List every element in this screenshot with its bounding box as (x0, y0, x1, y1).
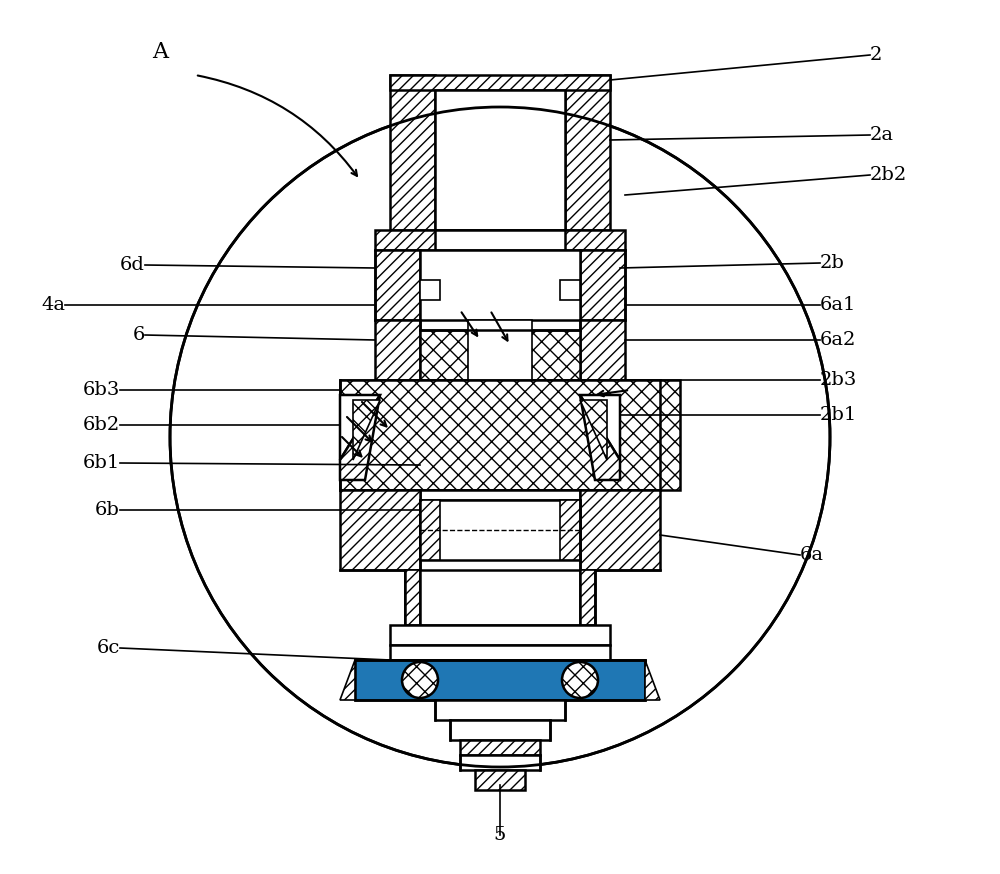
Polygon shape (645, 660, 660, 700)
Circle shape (562, 662, 598, 698)
Text: 6d: 6d (120, 256, 145, 274)
Bar (340, 380, 420, 490)
Bar (435, 90, 565, 230)
Polygon shape (580, 395, 620, 480)
Text: 6a: 6a (800, 546, 824, 564)
Bar (390, 645, 610, 660)
Bar (468, 320, 532, 400)
Bar (375, 230, 625, 250)
Bar (580, 570, 595, 625)
Bar (580, 380, 660, 490)
Bar (460, 740, 540, 755)
Bar (420, 250, 580, 320)
Bar (375, 320, 420, 400)
Bar (580, 250, 625, 320)
Bar (420, 500, 440, 560)
Text: 2b2: 2b2 (870, 166, 907, 184)
Bar (450, 720, 550, 740)
Bar (420, 490, 580, 500)
Text: 6b: 6b (95, 501, 120, 519)
Bar (355, 660, 645, 700)
Bar (460, 755, 540, 770)
Bar (340, 490, 420, 570)
Text: 6: 6 (133, 326, 145, 344)
Bar (405, 570, 595, 625)
Bar (435, 230, 565, 250)
Text: 2: 2 (870, 46, 882, 64)
Text: 6b1: 6b1 (83, 454, 120, 472)
Bar (580, 490, 660, 570)
Bar (475, 770, 525, 790)
Bar (420, 280, 440, 300)
Polygon shape (340, 395, 380, 480)
Bar (560, 500, 580, 560)
Text: 4a: 4a (41, 296, 65, 314)
Polygon shape (580, 395, 620, 460)
Bar (435, 700, 565, 720)
Text: 6a2: 6a2 (820, 331, 856, 349)
Text: 6c: 6c (97, 639, 120, 657)
Bar (390, 75, 610, 90)
Text: 5: 5 (494, 826, 506, 844)
Bar (420, 330, 580, 380)
Text: 2b: 2b (820, 254, 845, 272)
Polygon shape (340, 395, 380, 460)
Text: 6b3: 6b3 (83, 381, 120, 399)
Bar (405, 570, 420, 625)
Circle shape (170, 107, 830, 767)
Polygon shape (340, 660, 355, 700)
Bar (340, 380, 680, 490)
Text: 2b3: 2b3 (820, 371, 857, 389)
Text: 2b1: 2b1 (820, 406, 857, 424)
Bar (565, 75, 610, 230)
Bar (580, 320, 625, 400)
Bar (375, 250, 420, 320)
Bar (390, 75, 435, 230)
Polygon shape (353, 400, 380, 460)
Polygon shape (580, 400, 607, 460)
Circle shape (402, 662, 438, 698)
Text: 6b2: 6b2 (83, 416, 120, 434)
Bar (560, 280, 580, 300)
Text: 2a: 2a (870, 126, 894, 144)
Text: A: A (152, 41, 168, 63)
Bar (355, 660, 645, 680)
Bar (420, 500, 580, 560)
Text: 6a1: 6a1 (820, 296, 856, 314)
Bar (390, 625, 610, 645)
